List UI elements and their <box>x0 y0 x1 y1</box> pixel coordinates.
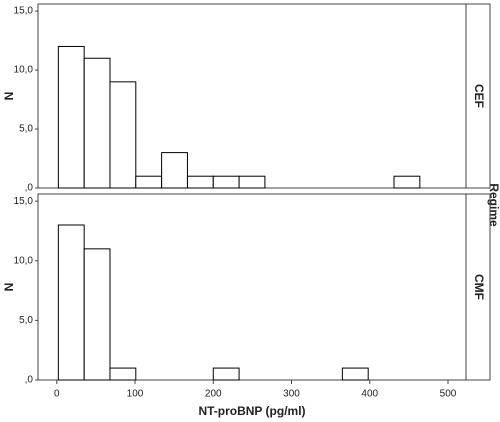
y-tick-label: 10,0 <box>14 255 34 266</box>
x-tick-label: 0 <box>54 389 60 400</box>
y-tick-label: 5,0 <box>19 124 33 135</box>
y-tick-label: 15,0 <box>14 196 34 207</box>
histogram-bar <box>238 175 266 189</box>
x-tick-label: 200 <box>205 389 222 400</box>
x-tick-label: 500 <box>440 389 457 400</box>
histogram-bar <box>161 152 188 189</box>
y-tick-label: ,0 <box>25 375 34 386</box>
histogram-bar <box>109 81 137 189</box>
histogram-bar <box>212 175 240 189</box>
histogram-bar <box>135 175 163 189</box>
histogram-bar <box>83 248 111 381</box>
facet-label: CMF <box>472 274 486 300</box>
facet-title: Regime <box>487 183 500 227</box>
y-axis-label: N <box>2 92 16 101</box>
histogram-bar <box>57 45 85 189</box>
x-axis-label: NT-proBNP (pg/ml) <box>198 404 305 418</box>
y-axis-label: N <box>2 283 16 292</box>
histogram-bar <box>83 57 111 189</box>
facet-label: CEF <box>472 84 486 108</box>
histogram-bar <box>186 175 214 189</box>
histogram-bar <box>393 175 421 189</box>
histogram-bar <box>109 367 137 381</box>
histogram-bar <box>57 224 85 381</box>
y-tick-label: 5,0 <box>19 315 33 326</box>
x-tick-label: 300 <box>283 389 300 400</box>
y-tick-label: 15,0 <box>14 6 34 17</box>
x-tick-label: 100 <box>127 389 144 400</box>
histogram-bar <box>212 367 240 381</box>
panel-frame <box>37 193 491 381</box>
y-tick-label: ,0 <box>25 183 34 194</box>
y-tick-label: 10,0 <box>14 65 34 76</box>
x-tick-label: 400 <box>361 389 378 400</box>
histogram-bar <box>341 367 369 381</box>
